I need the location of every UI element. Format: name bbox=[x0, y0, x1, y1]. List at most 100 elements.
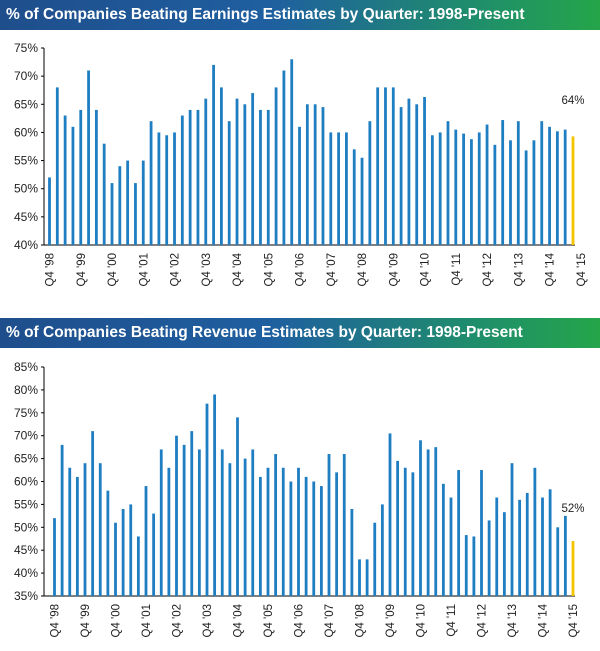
bar bbox=[423, 96, 426, 246]
earnings-chart-title: % of Companies Beating Earnings Estimate… bbox=[0, 0, 600, 30]
bar bbox=[227, 121, 231, 245]
bar bbox=[298, 126, 301, 245]
x-tick-label: Q4 '10 bbox=[420, 253, 432, 287]
y-tick-label: 55% bbox=[14, 154, 38, 168]
x-tick-label: Q4 '06 bbox=[294, 604, 306, 638]
bar bbox=[518, 499, 522, 596]
bar bbox=[136, 536, 140, 596]
x-tick-label: Q4 '12 bbox=[477, 604, 489, 638]
y-tick-label: 55% bbox=[14, 497, 38, 511]
y-tick-label: 85% bbox=[14, 360, 38, 374]
bar bbox=[510, 463, 514, 596]
bar bbox=[457, 470, 461, 596]
y-tick-label: 60% bbox=[14, 125, 38, 139]
bar bbox=[384, 87, 387, 246]
x-tick-label: Q4 '07 bbox=[326, 253, 338, 287]
bar bbox=[258, 476, 262, 596]
x-tick-label: Q4 '11 bbox=[451, 253, 463, 286]
bar bbox=[426, 449, 430, 596]
x-tick-label: Q4 '07 bbox=[324, 604, 336, 638]
bar bbox=[129, 504, 133, 596]
bar bbox=[290, 59, 294, 245]
x-tick-label: Q4 '13 bbox=[513, 253, 525, 287]
bar bbox=[516, 121, 520, 245]
highlight-bar bbox=[571, 541, 575, 596]
bar bbox=[63, 115, 67, 246]
y-tick-label: 80% bbox=[14, 383, 38, 397]
y-tick-label: 45% bbox=[14, 210, 38, 224]
y-tick-label: 65% bbox=[14, 97, 38, 111]
y-tick-label: 50% bbox=[14, 520, 38, 534]
bar bbox=[53, 518, 56, 596]
bar bbox=[441, 483, 445, 596]
bar bbox=[152, 513, 156, 596]
bar bbox=[175, 435, 178, 596]
earnings-chart-panel: % of Companies Beating Earnings Estimate… bbox=[0, 0, 600, 318]
bar bbox=[485, 124, 489, 245]
bar bbox=[259, 109, 262, 246]
bar bbox=[411, 472, 415, 596]
bar bbox=[493, 144, 497, 245]
bar bbox=[399, 107, 403, 245]
revenue-chart: 35% 40% 45% 50% 55% 60% 65% 70% 75% 80% 85% 52% Q4 '… bbox=[14, 360, 585, 638]
bar bbox=[126, 160, 130, 245]
x-tick-label: Q4 '99 bbox=[76, 253, 88, 287]
bar bbox=[335, 472, 339, 596]
bar bbox=[83, 463, 87, 596]
x-tick-label: Q4 '00 bbox=[107, 253, 119, 287]
bar bbox=[243, 458, 247, 596]
bar bbox=[48, 177, 51, 245]
bar bbox=[196, 109, 200, 246]
bar bbox=[213, 394, 217, 596]
bar bbox=[501, 120, 505, 245]
bar bbox=[464, 535, 468, 596]
bar bbox=[403, 467, 407, 596]
bar bbox=[134, 183, 137, 245]
bar bbox=[220, 449, 224, 596]
x-tick-label: Q4 '03 bbox=[201, 253, 213, 287]
x-tick-label: Q4 '98 bbox=[45, 253, 57, 287]
bar bbox=[144, 486, 148, 596]
bar bbox=[380, 504, 384, 596]
bar bbox=[342, 454, 346, 596]
bar bbox=[472, 536, 476, 596]
bar bbox=[319, 486, 323, 596]
bar bbox=[462, 133, 466, 245]
bar bbox=[173, 132, 176, 245]
bar bbox=[235, 98, 239, 246]
y-tick-label: 60% bbox=[14, 475, 38, 489]
y-tick-label: 75% bbox=[14, 41, 38, 55]
bar bbox=[114, 522, 117, 596]
x-tick-label: Q4 '03 bbox=[202, 604, 214, 638]
bar bbox=[352, 149, 356, 245]
bar bbox=[313, 104, 317, 246]
x-tick-label: Q4 '09 bbox=[388, 253, 400, 287]
bar bbox=[480, 470, 483, 596]
x-tick-label: Q4 '11 bbox=[446, 604, 458, 637]
x-tick-label: Q4 '15 bbox=[576, 253, 588, 287]
bar bbox=[502, 512, 506, 596]
bar bbox=[321, 107, 325, 245]
revenue-chart-panel: % of Companies Beating Revenue Estimates… bbox=[0, 318, 600, 651]
bar bbox=[219, 87, 223, 246]
bar bbox=[159, 449, 163, 596]
bar bbox=[365, 559, 369, 596]
bar bbox=[548, 489, 552, 596]
x-tick-label: Q4 '04 bbox=[232, 252, 244, 286]
bar bbox=[289, 481, 293, 596]
x-tick-label: Q4 '99 bbox=[80, 604, 92, 638]
bar bbox=[79, 109, 83, 246]
bar bbox=[495, 497, 499, 596]
bar bbox=[190, 431, 194, 596]
y-tick-label: 40% bbox=[14, 238, 38, 252]
bar bbox=[71, 126, 75, 245]
bar bbox=[305, 104, 309, 246]
bar bbox=[532, 140, 536, 245]
y-tick-label: 65% bbox=[14, 452, 38, 466]
bar bbox=[94, 109, 98, 246]
bar bbox=[360, 157, 364, 245]
bar bbox=[438, 132, 442, 245]
x-tick-label: Q4 '01 bbox=[141, 604, 153, 638]
x-tick-label: Q4 '02 bbox=[172, 604, 184, 638]
bar bbox=[165, 135, 169, 245]
